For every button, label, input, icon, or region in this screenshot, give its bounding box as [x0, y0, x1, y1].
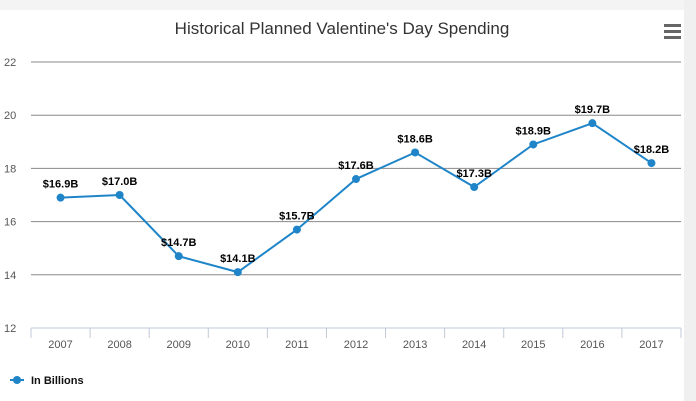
legend-item[interactable]: In Billions [10, 375, 84, 387]
x-tick-label: 2016 [580, 339, 604, 351]
x-tick-label: 2010 [226, 339, 250, 351]
x-tick-label: 2009 [166, 339, 190, 351]
data-label: $18.9B [516, 125, 552, 137]
chart-card [0, 10, 684, 401]
x-tick-label: 2017 [639, 339, 663, 351]
legend-marker-icon [13, 376, 21, 384]
data-label: $14.7B [161, 237, 197, 249]
y-tick-label: 18 [4, 163, 16, 175]
x-tick-label: 2011 [285, 339, 309, 351]
hamburger-menu-icon[interactable] [664, 24, 681, 39]
data-point[interactable] [292, 225, 301, 234]
data-label: $17.0B [102, 176, 138, 188]
data-point[interactable] [174, 252, 183, 261]
x-tick-label: 2007 [48, 339, 72, 351]
data-point[interactable] [529, 140, 538, 149]
data-label: $17.6B [338, 160, 374, 172]
data-label: $18.2B [634, 144, 670, 156]
data-point[interactable] [647, 159, 656, 168]
data-point[interactable] [470, 183, 479, 192]
data-label: $14.1B [220, 253, 256, 265]
data-label: $19.7B [575, 104, 611, 116]
x-tick-label: 2015 [521, 339, 545, 351]
x-tick-label: 2008 [107, 339, 131, 351]
data-label: $16.9B [43, 179, 79, 191]
data-point[interactable] [115, 191, 124, 199]
legend-label: In Billions [31, 375, 84, 387]
data-point[interactable] [233, 268, 242, 277]
x-tick-label: 2014 [462, 339, 486, 351]
data-point[interactable] [411, 148, 420, 157]
data-point[interactable] [588, 119, 597, 128]
data-point[interactable] [56, 193, 65, 202]
y-tick-label: 20 [4, 110, 16, 122]
x-tick-label: 2013 [403, 339, 427, 351]
y-tick-label: 12 [4, 323, 16, 335]
y-tick-label: 16 [4, 217, 16, 229]
data-label: $18.6B [397, 133, 433, 145]
data-label: $15.7B [279, 211, 315, 223]
scrollbar-strip [684, 0, 696, 401]
data-label: $17.3B [456, 168, 492, 180]
y-tick-label: 22 [4, 57, 16, 69]
x-tick-label: 2012 [344, 339, 368, 351]
series-line [60, 122, 653, 274]
y-tick-label: 14 [4, 270, 16, 282]
data-point[interactable] [352, 175, 360, 184]
chart-title: Historical Planned Valentine's Day Spend… [175, 19, 510, 38]
